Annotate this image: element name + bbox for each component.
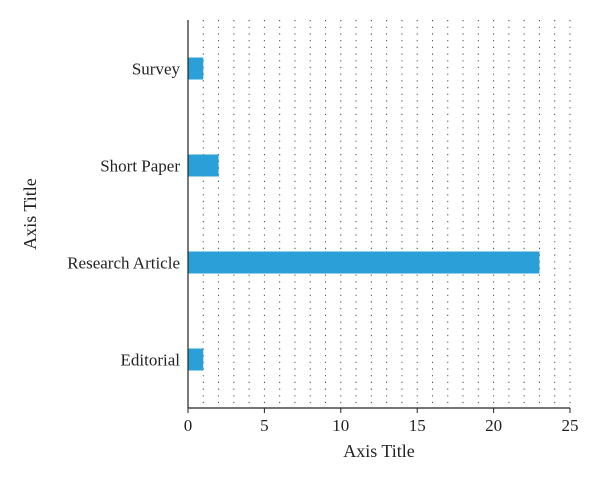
- bar-short-paper: [188, 154, 219, 177]
- bar-editorial: [188, 348, 204, 371]
- category-label: Research Article: [67, 254, 180, 273]
- category-labels: Editorial Research Article Short Paper Surv…: [67, 60, 180, 370]
- category-label: Survey: [132, 60, 181, 79]
- category-label: Short Paper: [100, 157, 180, 176]
- x-tick-label: 20: [485, 416, 502, 435]
- x-axis-title: Axis Title: [343, 441, 415, 461]
- axes: [187, 20, 571, 413]
- bar-research-article: [188, 251, 540, 274]
- x-tick-label: 10: [332, 416, 349, 435]
- x-tick-label: 0: [184, 416, 193, 435]
- x-tick-labels: 0 5 10 15 20 25: [184, 416, 579, 435]
- x-tick-label: 5: [260, 416, 269, 435]
- bar-survey: [188, 57, 204, 80]
- bars: [188, 57, 540, 371]
- grid-lines: [202, 20, 571, 408]
- category-label: Editorial: [121, 351, 181, 370]
- y-axis-title: Axis Title: [20, 178, 40, 250]
- x-tick-label: 15: [409, 416, 426, 435]
- x-tick-label: 25: [562, 416, 579, 435]
